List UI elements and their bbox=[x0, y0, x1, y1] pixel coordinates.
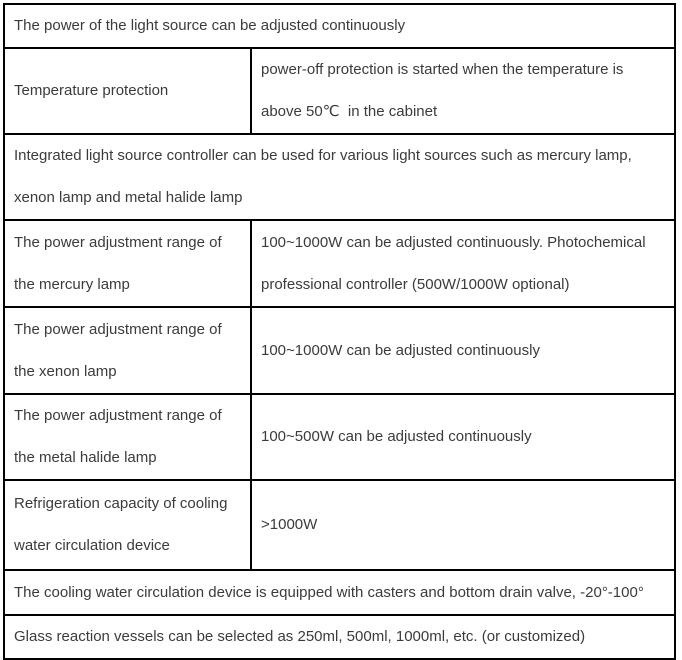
table-row: Refrigeration capacity of cooling water … bbox=[3, 479, 677, 571]
table-row: The power of the light source can be adj… bbox=[2, 3, 677, 49]
table-row: The power adjustment range of the metal … bbox=[3, 393, 677, 481]
table-row: The power adjustment range of the xenon … bbox=[3, 306, 677, 395]
spec-label-cell: Temperature protection bbox=[3, 47, 252, 135]
table-row: Glass reaction vessels can be selected a… bbox=[2, 614, 677, 660]
table-row: The power adjustment range of the mercur… bbox=[3, 219, 677, 308]
table-row: The cooling water circulation device is … bbox=[2, 569, 677, 616]
spec-value-cell: 100~1000W can be adjusted continuously bbox=[249, 306, 677, 395]
spec-label-cell: Refrigeration capacity of cooling water … bbox=[3, 479, 252, 571]
spec-value-cell: power-off protection is started when the… bbox=[249, 47, 677, 135]
table-row: Integrated light source controller can b… bbox=[2, 133, 677, 221]
spec-full-cell: The power of the light source can be adj… bbox=[2, 3, 677, 49]
spec-value-cell: >1000W bbox=[249, 479, 677, 571]
spec-full-cell: Integrated light source controller can b… bbox=[2, 133, 677, 221]
spec-value-cell: 100~500W can be adjusted continuously bbox=[249, 393, 677, 481]
spec-label-cell: The power adjustment range of the xenon … bbox=[3, 306, 252, 395]
spec-value-cell: 100~1000W can be adjusted continuously. … bbox=[249, 219, 677, 308]
table-row: Temperature protection power-off protect… bbox=[3, 47, 677, 135]
spec-label-cell: The power adjustment range of the metal … bbox=[3, 393, 252, 481]
spec-label-cell: The power adjustment range of the mercur… bbox=[3, 219, 252, 308]
spec-full-cell: Glass reaction vessels can be selected a… bbox=[2, 614, 677, 660]
spec-full-cell: The cooling water circulation device is … bbox=[2, 569, 677, 616]
specification-table: The power of the light source can be adj… bbox=[2, 3, 677, 660]
